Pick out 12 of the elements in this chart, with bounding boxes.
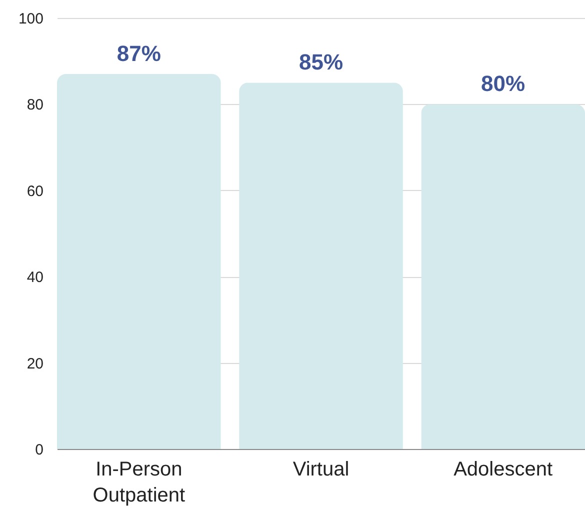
y-tick-label: 40 [26,269,44,286]
data-label: 87% [116,41,161,66]
y-tick-label: 20 [26,355,44,372]
x-tick-label: Adolescent [454,458,553,480]
x-tick-label: In-Person Outpatient [92,458,186,506]
data-label: 80% [481,71,526,96]
y-tick-label: 80 [26,96,44,114]
y-tick-label: 0 [35,442,44,458]
x-tick-label: Virtual [292,458,350,480]
data-label: 85% [298,50,344,75]
y-tick-label: 60 [26,182,44,200]
y-tick-label: 100 [18,10,44,28]
